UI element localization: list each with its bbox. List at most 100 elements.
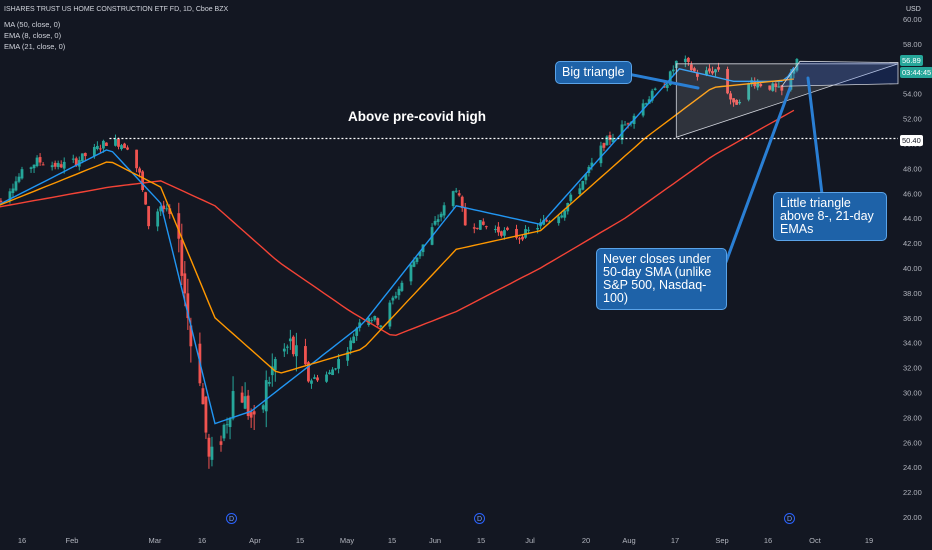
candle-body [686,57,690,62]
y-tick-label: 20.00 [903,513,922,522]
candle-body [584,174,588,181]
candle-body [294,345,298,357]
candle-body [204,396,208,433]
candle-body [789,73,793,90]
x-tick-label: 15 [477,536,485,545]
candle-body [228,417,232,428]
candle-body [159,206,163,212]
candle-body [207,437,211,457]
candle-body [144,192,148,205]
candle-body [717,67,720,70]
big-triangle-shape [675,63,899,138]
candle-body [780,85,784,91]
ma50-legend[interactable]: MA (50, close, 0) [4,20,61,29]
candle-body [249,412,253,418]
time-axis[interactable]: 16 Feb Mar 16 Apr 15 May 15 Jun 15 Jul 20 Aug 17 Sep 16… [18,536,873,545]
candle-body [518,238,521,240]
candle-body [114,138,117,146]
candle-body [732,98,735,103]
x-tick-label: Aug [622,536,635,545]
candle-body [542,220,546,225]
candle-body [267,382,271,384]
candle-body [696,73,699,77]
candle-body [325,374,328,382]
candle-body [328,372,331,375]
candle-body [493,229,497,231]
candle-body [557,216,561,224]
candle-body [671,69,675,72]
candle-body [246,395,250,416]
big-triangle-pointer [621,71,700,90]
candle-body [738,101,742,104]
candle-body [500,231,503,236]
ema8-line[interactable] [0,66,795,425]
candle-body [98,148,102,150]
candle-body [165,208,169,210]
candle-body [388,302,392,327]
dividend-marker-2[interactable]: D [474,513,485,524]
y-tick-label: 40.00 [903,264,922,273]
candle-body [726,69,729,94]
candle-body [316,377,319,381]
candle-body [711,71,714,74]
candle-body [102,140,105,149]
little-triangle-callout[interactable]: Little triangle above 8-, 21-day EMAs [773,192,887,241]
candle-body [771,83,775,91]
candle-body [569,194,573,202]
y-tick-label: 30.00 [903,389,922,398]
candle-body [41,164,45,166]
big-triangle-callout[interactable]: Big triangle [555,61,632,84]
candle-body [433,220,437,225]
dividend-marker-3[interactable]: D [784,513,795,524]
candle-body [536,227,540,230]
candle-body [189,325,193,347]
candle-body [29,167,33,169]
candle-body [650,90,654,101]
sma-pointer [724,86,792,264]
candle-body [605,136,609,146]
sma-callout[interactable]: Never closes under 50-day SMA (unlike S&… [596,248,727,310]
currency-label: USD [906,6,921,13]
x-tick-label: 16 [198,536,206,545]
candle-body [285,346,289,348]
candle-body [611,138,615,143]
candle-body [243,396,247,409]
candle-body [412,261,416,267]
ma50-line[interactable] [0,109,795,337]
x-tick-label: 19 [865,536,873,545]
candle-body [644,103,648,105]
candle-body [35,157,39,167]
candle-body [270,366,274,376]
ema21-line[interactable] [0,78,794,374]
y-tick-label: 48.00 [903,164,922,173]
candle-body [481,221,485,225]
candle-body [331,369,334,376]
ema21-legend[interactable]: EMA (21, close, 0) [4,42,66,51]
candle-body [355,328,359,336]
x-tick-label: 20 [582,536,590,545]
candle-body [177,213,181,239]
y-tick-label: 60.00 [903,15,922,24]
candle-body [442,205,446,216]
candle-body [472,227,476,229]
candle-body [282,348,286,352]
candles-layer [0,55,799,469]
ema8-legend[interactable]: EMA (8, close, 0) [4,31,62,40]
candle-body [358,322,362,328]
y-tick-label: 46.00 [903,189,922,198]
candle-body [370,319,374,321]
price-axis[interactable]: 20.00 22.00 24.00 26.00 28.00 30.00 32.00 34.00… [903,15,922,522]
x-tick-label: Oct [809,536,822,545]
x-tick-label: Jun [429,536,441,545]
y-tick-label: 32.00 [903,364,922,373]
candle-body [599,145,603,164]
candle-body [692,68,696,72]
candle-body [792,69,796,74]
candle-body [80,153,84,162]
candle-body [346,351,350,361]
candle-body [478,220,482,230]
x-tick-label: Jul [525,536,535,545]
y-tick-label: 22.00 [903,488,922,497]
dividend-marker-1[interactable]: D [226,513,237,524]
